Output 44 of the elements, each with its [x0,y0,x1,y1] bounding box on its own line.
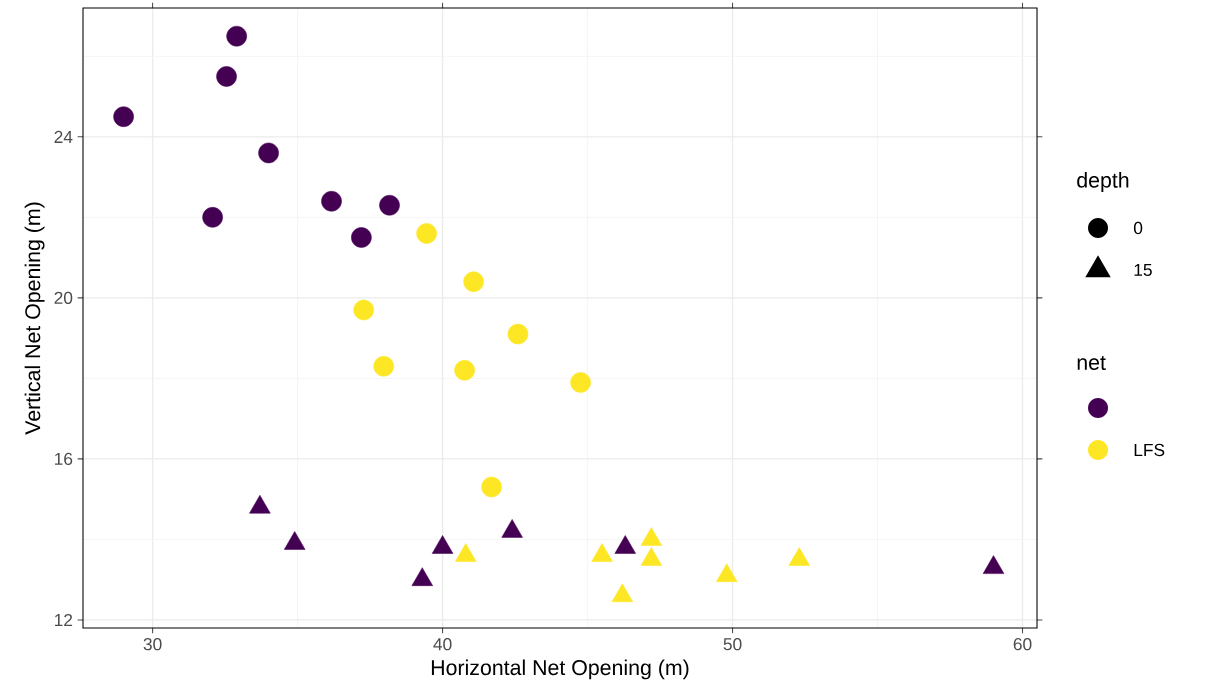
y-tick-label: 20 [54,291,73,304]
point [614,535,636,554]
point [788,547,810,566]
point [455,543,477,562]
x-tick-label: 30 [143,638,162,651]
point [216,66,237,87]
text: 15 [1134,263,1152,277]
y-axis-title: Vertical Net Opening (m) [24,202,45,435]
y-tick-label: 24 [54,130,73,143]
point [431,535,454,554]
point [501,519,523,538]
y-tick-label: 16 [54,452,73,466]
point [373,356,394,377]
text: 0 [1133,221,1143,235]
point [353,299,374,321]
point [258,142,279,164]
point [640,547,663,566]
point [982,555,1005,574]
legend-title: net [1077,356,1106,370]
text: depth [1077,172,1129,192]
point [611,583,634,603]
point [507,323,529,345]
point [226,25,247,47]
x-tick-label: 40 [433,638,452,651]
y-tick-label: 12 [54,613,73,626]
point [716,563,738,582]
point [640,527,663,546]
x-tick-label: 60 [1013,638,1032,651]
point [416,223,437,244]
point [351,227,372,248]
point [202,207,223,228]
point [379,195,400,216]
point [113,106,134,127]
point [321,190,342,212]
point [249,494,271,514]
legend-label: LFS [1134,443,1165,457]
point [284,531,306,550]
point [411,567,433,586]
x-axis-title: Horizontal Net Opening (m) [431,659,689,680]
point [591,543,613,562]
x-tick-label: 50 [723,638,742,651]
point [570,372,591,393]
point [463,271,484,293]
point [454,360,475,381]
